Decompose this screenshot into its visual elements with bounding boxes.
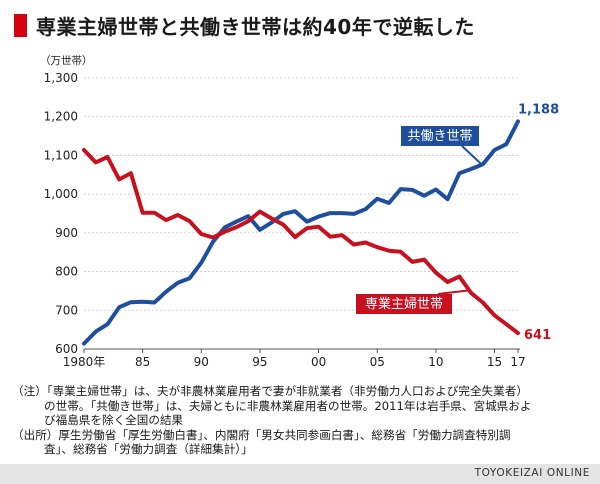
- publisher-credit: TOYOKEIZAI ONLINE: [474, 467, 590, 479]
- x-tick-label: 15: [487, 355, 502, 369]
- x-tick-label: 17: [510, 355, 525, 369]
- source-line: （出所）厚生労働省「厚生労働白書」、内閣府「男女共同参画白書」、総務省「労働力調…: [12, 427, 511, 442]
- x-tick-label: 00: [311, 355, 326, 369]
- title-bar: 専業主婦世帯と共働き世帯は約40年で逆転した: [14, 10, 475, 40]
- series-end-value-label: 1,188: [518, 102, 559, 117]
- series-end-value-label: 641: [524, 328, 551, 343]
- title-accent-mark: [14, 13, 27, 37]
- x-tick-label: 05: [370, 355, 385, 369]
- note-line: （注）「専業主婦世帯」は、夫が非農林業雇用者で妻が非就業者（非労働力人口および完…: [12, 384, 528, 398]
- y-tick-label: 700: [55, 303, 78, 317]
- series-label-box: [356, 294, 452, 314]
- y-tick-label: 900: [55, 226, 78, 240]
- y-tick-label: 1,100: [44, 148, 78, 162]
- notes: （注）「専業主婦世帯」は、夫が非農林業雇用者で妻が非就業者（非労働力人口および完…: [12, 384, 598, 457]
- x-tick-label: 85: [135, 355, 150, 369]
- line-chart: 600 700 800 900 1,000 1,100 1,200 1,300 （万世帯） 198…: [40, 54, 559, 369]
- x-tick-label: 1980年: [63, 355, 106, 369]
- chart-title: 専業主婦世帯と共働き世帯は約40年で逆転した: [36, 14, 475, 39]
- series-label: 専業主婦世帯: [365, 296, 443, 312]
- y-tick-label: 1,200: [44, 110, 78, 124]
- y-tick-label: 1,300: [44, 71, 78, 85]
- note-line: び福島県を除く全国の結果: [44, 413, 184, 427]
- series-label: 共働き世帯: [407, 129, 472, 144]
- x-tick-label: 90: [194, 355, 209, 369]
- series-line: [82, 119, 520, 346]
- series-label-box: [401, 126, 479, 146]
- series-line: [82, 148, 520, 336]
- y-tick-label: 600: [55, 342, 78, 356]
- y-axis-unit: （万世帯）: [40, 54, 93, 67]
- x-tick-label: 95: [252, 355, 267, 369]
- series-label-pointer: [461, 145, 484, 167]
- y-tick-label: 800: [55, 265, 78, 279]
- source-line: 査」、総務省「労働力調査（詳細集計）」: [44, 442, 253, 456]
- footer-bar: TOYOKEIZAI ONLINE: [0, 464, 600, 484]
- x-tick-label: 10: [428, 355, 443, 369]
- note-line: の世帯。「共働き世帯」は、夫婦ともに非農林業雇用者の世帯。2011年は岩手県、宮…: [44, 398, 532, 413]
- y-tick-label: 1,000: [44, 187, 78, 201]
- series-label-pointer: [437, 289, 472, 295]
